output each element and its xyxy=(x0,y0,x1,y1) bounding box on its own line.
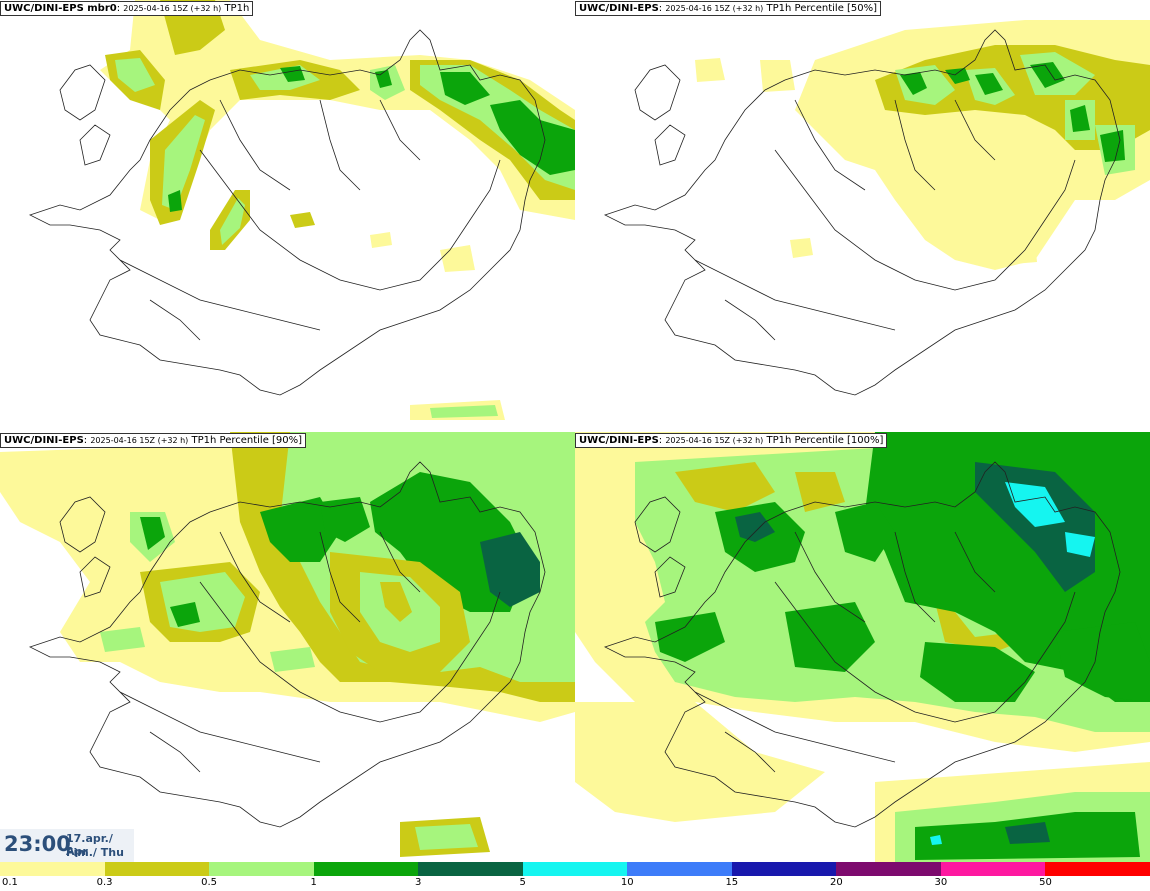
panel-title-p90: UWC/DINI-EPS: 2025-04-16 15Z (+32 h) TP1… xyxy=(0,433,307,448)
map-panel-p50: UWC/DINI-EPS: 2025-04-16 15Z (+32 h) TP1… xyxy=(575,0,1150,432)
panel-model: UWC/DINI-EPS xyxy=(579,3,659,14)
panel-date: 2025-04-16 15Z (+32 h) xyxy=(665,4,764,13)
panel-date: 2025-04-16 15Z (+32 h) xyxy=(123,4,222,13)
colorbar-tick-label: 15 xyxy=(725,877,739,888)
panel-product: TP1h Percentile [100%] xyxy=(766,435,884,446)
precipitation-map-p100 xyxy=(575,432,1150,864)
colorbar-segment xyxy=(836,862,941,876)
colorbar-strip xyxy=(0,862,1150,876)
colorbar-tick-label: 20 xyxy=(829,877,843,888)
colorbar-segment xyxy=(731,862,837,876)
panel-title-p50: UWC/DINI-EPS: 2025-04-16 15Z (+32 h) TP1… xyxy=(575,1,882,16)
colorbar-tick-label: 10 xyxy=(620,877,634,888)
panel-title-mbr0: UWC/DINI-EPS mbr0: 2025-04-16 15Z (+32 h… xyxy=(0,1,254,16)
colorbar-segment xyxy=(522,862,628,876)
colorbar-tick-label: 3 xyxy=(414,877,422,888)
colorbar-tick-label: 1 xyxy=(310,877,317,888)
colorbar-segment xyxy=(627,862,732,876)
valid-time-box: 23:00 17.apr./ Apr Fim./ Thu xyxy=(0,829,134,862)
precipitation-map-p90 xyxy=(0,432,575,857)
colorbar-segment xyxy=(940,862,1046,876)
colorbar-tick-label: 30 xyxy=(934,877,948,888)
colorbar-segment xyxy=(313,862,419,876)
valid-date-line1: 17.apr./ Apr xyxy=(66,832,113,858)
colorbar-tick-label: 50 xyxy=(1039,877,1052,888)
panel-product: TP1h Percentile [50%] xyxy=(766,3,878,14)
map-panel-p90: UWC/DINI-EPS: 2025-04-16 15Z (+32 h) TP1… xyxy=(0,432,575,864)
panel-date: 2025-04-16 15Z (+32 h) xyxy=(90,436,189,445)
colorbar-tick-label: 0.5 xyxy=(201,877,218,888)
colorbar-segment xyxy=(104,862,210,876)
colorbar-tick-label: 0.3 xyxy=(96,877,113,888)
panel-model: UWC/DINI-EPS mbr0 xyxy=(4,3,117,14)
map-panel-p100: UWC/DINI-EPS: 2025-04-16 15Z (+32 h) TP1… xyxy=(575,432,1150,864)
precipitation-map-mbr0 xyxy=(29,0,575,420)
precipitation-colorbar: 0.1 0.3 0.5 1 3 5 10 15 20 30 50 xyxy=(0,862,1150,891)
map-panel-mbr0: UWC/DINI-EPS mbr0: 2025-04-16 15Z (+32 h… xyxy=(0,0,575,432)
panel-date: 2025-04-16 15Z (+32 h) xyxy=(665,436,764,445)
colorbar-segment xyxy=(418,862,523,876)
colorbar-tick-label: 5 xyxy=(519,877,526,888)
colorbar-segment xyxy=(209,862,314,876)
colorbar-segment xyxy=(1045,862,1150,876)
panel-product: TP1h Percentile [90%] xyxy=(191,435,303,446)
panel-title-p100: UWC/DINI-EPS: 2025-04-16 15Z (+32 h) TP1… xyxy=(575,433,888,448)
colorbar-tick-label: 0.1 xyxy=(2,877,18,888)
valid-time: 23:00 xyxy=(4,832,71,856)
colorbar-segment xyxy=(0,862,105,876)
panel-model: UWC/DINI-EPS xyxy=(579,435,659,446)
panel-product: TP1h xyxy=(224,3,250,14)
panel-model: UWC/DINI-EPS xyxy=(4,435,84,446)
valid-date-line2: Fim./ Thu xyxy=(66,846,124,859)
precipitation-map-p50 xyxy=(604,20,1150,396)
